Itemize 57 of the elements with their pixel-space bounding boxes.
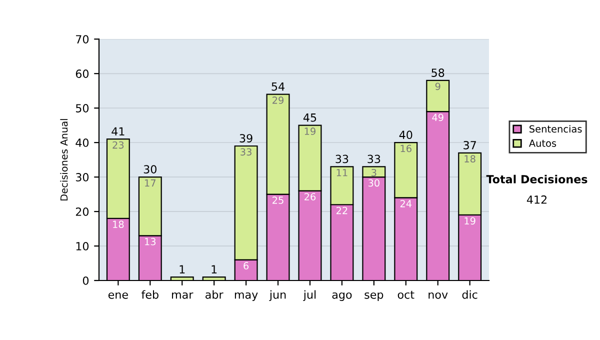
annotation: Total Decisiones <box>486 174 588 184</box>
data-label: 16 <box>400 144 412 152</box>
data-label: 19 <box>304 128 316 135</box>
y-tick-label: 70 <box>76 35 89 44</box>
data-label: 17 <box>145 179 156 186</box>
total-label: 1 <box>212 265 217 274</box>
data-label: 26 <box>304 193 316 200</box>
y-tick-label: 50 <box>76 104 89 112</box>
legend-label: Autos <box>528 140 556 147</box>
total-label: 33 <box>368 154 380 164</box>
y-tick-label: 30 <box>76 173 89 182</box>
data-label: 30 <box>368 179 380 187</box>
x-tick-label: abr <box>206 290 224 299</box>
legend-label: Sentencias <box>530 125 582 133</box>
data-label: 19 <box>464 217 476 225</box>
x-tick-label: sep <box>364 292 384 301</box>
y-tick-label: 10 <box>76 242 89 250</box>
data-label: 23 <box>112 141 124 149</box>
y-tick-label: 0 <box>82 276 89 285</box>
x-tick-label: mar <box>172 292 194 299</box>
x-tick-label: feb <box>142 290 158 299</box>
x-tick-label: jul <box>303 290 316 301</box>
total-label: 33 <box>336 154 348 164</box>
total-label: 58 <box>432 68 444 77</box>
text: 412 <box>526 195 546 204</box>
total-label: 40 <box>399 130 412 140</box>
total-label: 37 <box>464 140 476 150</box>
y-tick-label: 40 <box>76 138 89 147</box>
total-label: 1 <box>180 265 185 274</box>
x-tick-label: dic <box>462 290 478 299</box>
data-label: 6 <box>244 262 249 270</box>
y-tick-label: 20 <box>76 208 89 216</box>
data-label: 3 <box>372 168 376 176</box>
data-label: 11 <box>336 169 348 176</box>
y-axis-title: Decisiones Anual <box>60 119 68 200</box>
x-tick-label: jun <box>269 290 286 301</box>
total-label: 39 <box>240 134 252 142</box>
data-label: 29 <box>272 96 284 104</box>
x-tick-label: may <box>234 292 258 301</box>
data-label: 24 <box>400 200 412 208</box>
data-label: 18 <box>464 155 476 162</box>
data-label: 13 <box>145 238 156 246</box>
x-tick-label: ago <box>332 292 352 301</box>
total-label: 41 <box>112 127 124 136</box>
y-tick-label: 60 <box>76 70 89 78</box>
data-label: 18 <box>113 220 124 228</box>
total-label: 54 <box>272 82 284 91</box>
x-tick-label: nov <box>428 292 448 299</box>
data-label: 33 <box>240 148 252 156</box>
x-tick-label: ene <box>108 292 128 299</box>
total-label: 45 <box>303 114 316 122</box>
total-label: 30 <box>144 165 156 174</box>
data-label: 22 <box>336 206 348 214</box>
data-label: 49 <box>432 114 444 122</box>
data-label: 25 <box>272 196 284 204</box>
x-tick-label: oct <box>398 290 414 299</box>
data-label: 9 <box>435 82 440 90</box>
